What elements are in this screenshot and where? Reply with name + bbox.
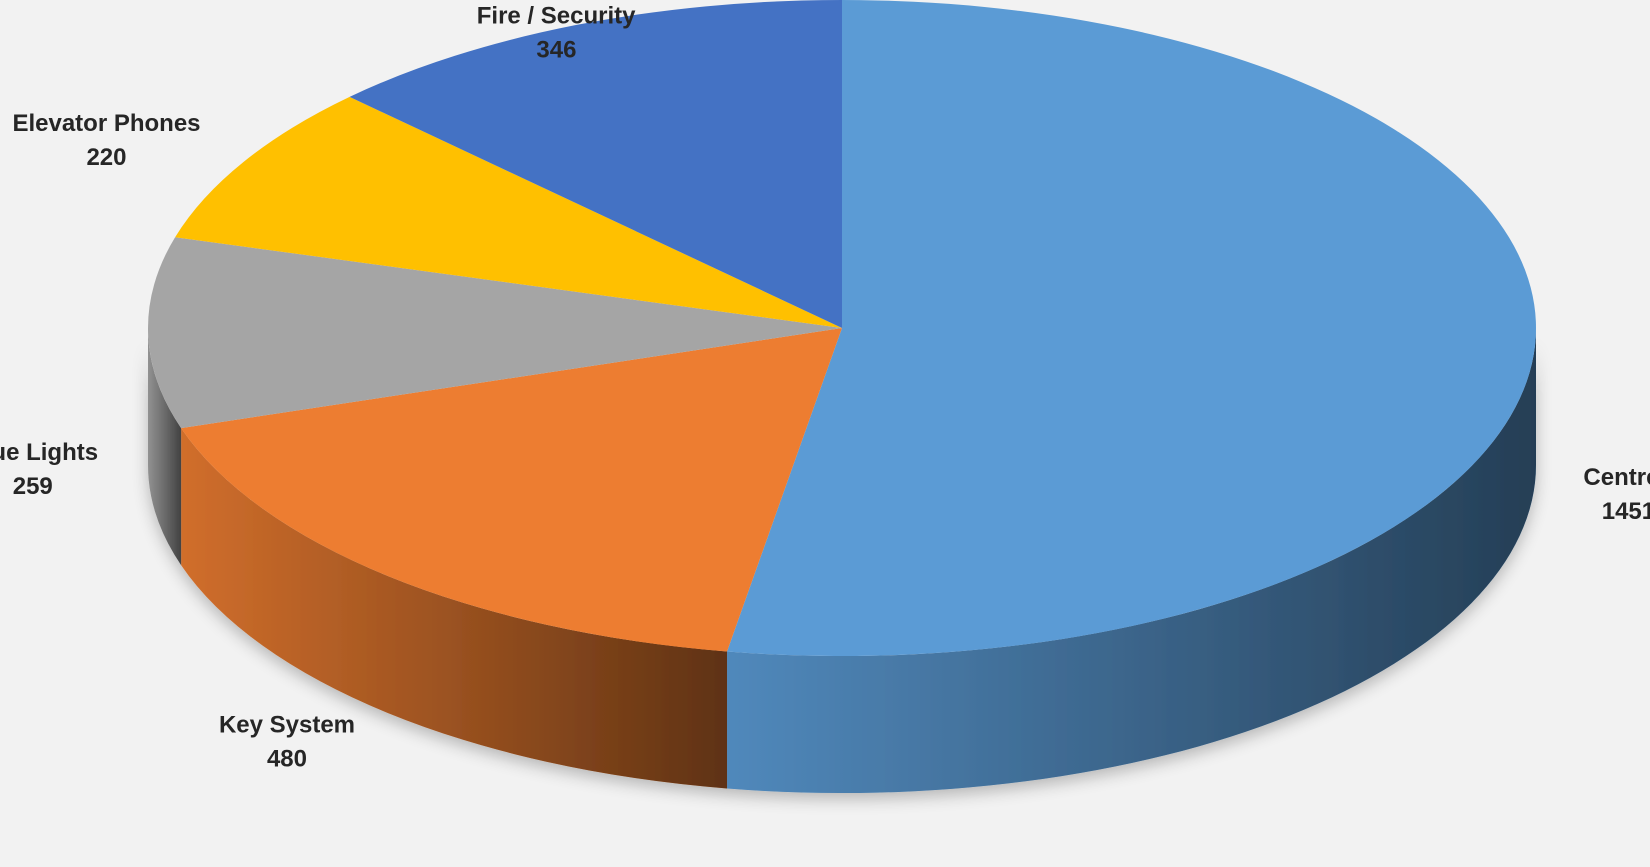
slice-side-shade bbox=[181, 428, 728, 789]
data-label-name: Fire / Security bbox=[477, 2, 636, 29]
data-label-value: 480 bbox=[267, 746, 307, 773]
slice bbox=[175, 96, 843, 329]
slice bbox=[148, 237, 842, 429]
data-label-name: Elevator Phones bbox=[12, 110, 200, 137]
data-label-name: Key System bbox=[219, 712, 355, 739]
slice-side-shade bbox=[148, 328, 182, 566]
slice bbox=[727, 0, 1536, 656]
data-label-value: 346 bbox=[536, 36, 576, 63]
data-label-value: 220 bbox=[86, 144, 126, 171]
data-label-value: 259 bbox=[13, 473, 53, 500]
labels: Centrex 1451 Key System 480 Blue Lights 259 El… bbox=[0, 2, 1650, 772]
pie-sides bbox=[148, 328, 1536, 793]
data-label-value: 1451 bbox=[1602, 498, 1650, 525]
data-label-name: Centrex bbox=[1583, 464, 1650, 491]
slice bbox=[349, 0, 842, 328]
pie-top bbox=[148, 0, 1536, 656]
slice-side-shade bbox=[727, 328, 1536, 793]
slice bbox=[181, 328, 842, 652]
data-label-name: Blue Lights bbox=[0, 439, 98, 466]
